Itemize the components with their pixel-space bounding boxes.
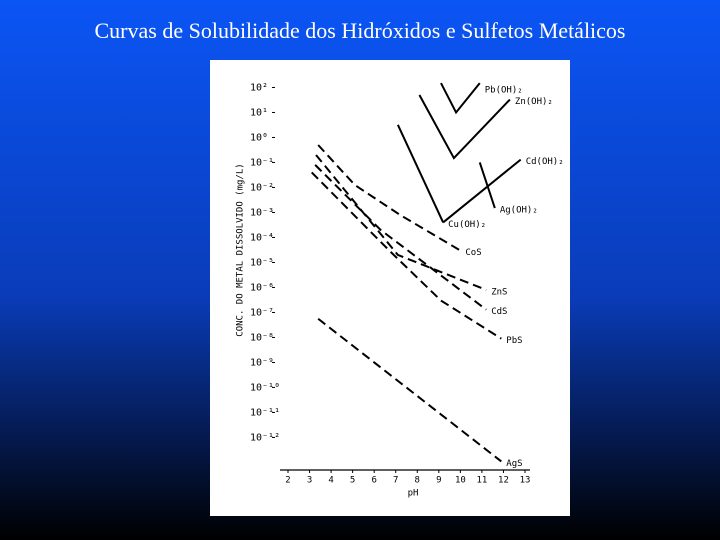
y-axis-label: CONC. DO METAL DISSOLVIDO (mg/L) [236,163,246,336]
y-tick-label: 10⁻⁷ [250,307,274,318]
y-tick-label: 10² [250,82,268,93]
series-label: CdS [491,307,507,317]
y-tick-label: 10⁻¹ [250,157,274,168]
chart-panel [210,60,570,516]
x-tick-label: 7 [393,476,398,486]
y-tick-label: 10⁻⁵ [250,257,274,268]
series-line [396,124,445,223]
x-axis-label: pH [408,489,419,499]
y-tick-label: 10¹ [250,107,268,118]
series-label: Cd(OH)₂ [526,157,564,167]
x-tick-label: 6 [371,476,376,486]
series-label: PbS [506,336,522,346]
x-tick-label: 2 [285,476,290,486]
x-tick-label: 4 [328,476,333,486]
y-tick-label: 10⁻¹¹ [250,407,280,418]
y-tick-label: 10⁻⁶ [250,282,274,293]
x-tick-label: 11 [476,476,487,486]
series-line [440,82,481,115]
y-tick-label: 10⁻⁸ [250,332,274,343]
series-label: ZnS [491,287,507,297]
x-tick-label: 8 [415,476,420,486]
y-tick-label: 10⁻⁴ [250,232,274,243]
x-tick-label: 13 [520,476,531,486]
series-line [314,164,487,311]
y-tick-label: 10⁻¹⁰ [250,382,280,393]
x-tick-label: 10 [455,476,466,486]
y-tick-label: 10⁻² [250,182,274,193]
series-line [418,94,511,160]
x-tick-label: 5 [350,476,355,486]
slide-title: Curvas de Solubilidade dos Hidróxidos e … [95,18,626,43]
x-tick-label: 12 [498,476,509,486]
series-line [315,154,487,291]
series-line [317,317,502,463]
y-tick-label: 10⁰ [250,132,268,143]
series-label: AgS [506,459,522,469]
x-tick-label: 3 [307,476,312,486]
series-label: Pb(OH)₂ [485,86,523,96]
series-line [317,144,461,252]
y-tick-label: 10⁻⁹ [250,357,274,368]
x-tick-label: 9 [436,476,441,486]
series-label: Zn(OH)₂ [515,97,553,107]
series-line [310,171,502,340]
series-label: Cu(OH)₂ [448,220,486,230]
y-tick-label: 10⁻¹² [250,432,280,443]
series-line [478,162,496,209]
y-tick-label: 10⁻³ [250,207,274,218]
series-label: CoS [465,248,481,258]
series-label: Ag(OH)₂ [500,206,538,216]
series-line [442,158,522,224]
